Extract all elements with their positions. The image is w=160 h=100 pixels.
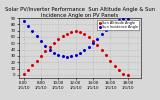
Line: Sun Altitude Angle: Sun Altitude Angle bbox=[23, 30, 129, 76]
Sun Incidence Angle bbox=[127, 18, 129, 19]
Sun Incidence Angle bbox=[122, 19, 124, 20]
Sun Incidence Angle bbox=[70, 55, 72, 56]
Sun Incidence Angle bbox=[53, 52, 55, 53]
Sun Incidence Angle bbox=[101, 34, 103, 35]
Sun Altitude Angle bbox=[105, 55, 107, 56]
Sun Incidence Angle bbox=[75, 54, 77, 55]
Sun Incidence Angle bbox=[105, 29, 107, 31]
Sun Incidence Angle bbox=[109, 25, 111, 26]
Sun Altitude Angle bbox=[49, 46, 51, 48]
Title: Solar PV/Inverter Performance  Sun Altitude Angle & Sun Incidence Angle on PV Pa: Solar PV/Inverter Performance Sun Altitu… bbox=[5, 7, 155, 18]
Sun Altitude Angle bbox=[79, 31, 81, 32]
Sun Altitude Angle bbox=[118, 70, 120, 71]
Sun Incidence Angle bbox=[57, 54, 59, 55]
Sun Altitude Angle bbox=[23, 73, 24, 74]
Sun Incidence Angle bbox=[40, 41, 42, 42]
Sun Incidence Angle bbox=[44, 45, 46, 46]
Sun Altitude Angle bbox=[36, 60, 38, 62]
Sun Altitude Angle bbox=[114, 65, 116, 67]
Sun Incidence Angle bbox=[83, 50, 85, 51]
Sun Incidence Angle bbox=[114, 22, 116, 23]
Sun Incidence Angle bbox=[118, 19, 120, 20]
Sun Incidence Angle bbox=[23, 21, 24, 22]
Sun Incidence Angle bbox=[27, 25, 29, 26]
Sun Incidence Angle bbox=[49, 49, 51, 50]
Sun Altitude Angle bbox=[83, 33, 85, 34]
Sun Altitude Angle bbox=[31, 65, 33, 66]
Legend: Sun Altitude Angle, Sun Incidence Angle: Sun Altitude Angle, Sun Incidence Angle bbox=[97, 20, 139, 30]
Sun Incidence Angle bbox=[92, 43, 94, 44]
Sun Altitude Angle bbox=[109, 60, 111, 62]
Sun Incidence Angle bbox=[31, 30, 33, 31]
Sun Altitude Angle bbox=[122, 73, 124, 74]
Sun Altitude Angle bbox=[44, 51, 46, 52]
Sun Altitude Angle bbox=[70, 31, 72, 32]
Sun Incidence Angle bbox=[36, 35, 38, 36]
Sun Altitude Angle bbox=[53, 43, 55, 44]
Sun Altitude Angle bbox=[66, 33, 68, 34]
Sun Incidence Angle bbox=[66, 56, 68, 57]
Sun Altitude Angle bbox=[101, 50, 103, 51]
Sun Altitude Angle bbox=[40, 55, 42, 56]
Sun Incidence Angle bbox=[79, 52, 81, 53]
Sun Altitude Angle bbox=[96, 45, 98, 46]
Sun Incidence Angle bbox=[62, 55, 64, 56]
Line: Sun Incidence Angle: Sun Incidence Angle bbox=[23, 18, 129, 57]
Sun Altitude Angle bbox=[57, 39, 59, 40]
Sun Altitude Angle bbox=[27, 69, 29, 70]
Sun Altitude Angle bbox=[62, 36, 64, 37]
Sun Altitude Angle bbox=[88, 36, 90, 38]
Sun Incidence Angle bbox=[88, 46, 90, 48]
Sun Incidence Angle bbox=[96, 38, 98, 39]
Sun Altitude Angle bbox=[127, 74, 129, 75]
Sun Altitude Angle bbox=[92, 40, 94, 41]
Sun Altitude Angle bbox=[75, 31, 77, 32]
